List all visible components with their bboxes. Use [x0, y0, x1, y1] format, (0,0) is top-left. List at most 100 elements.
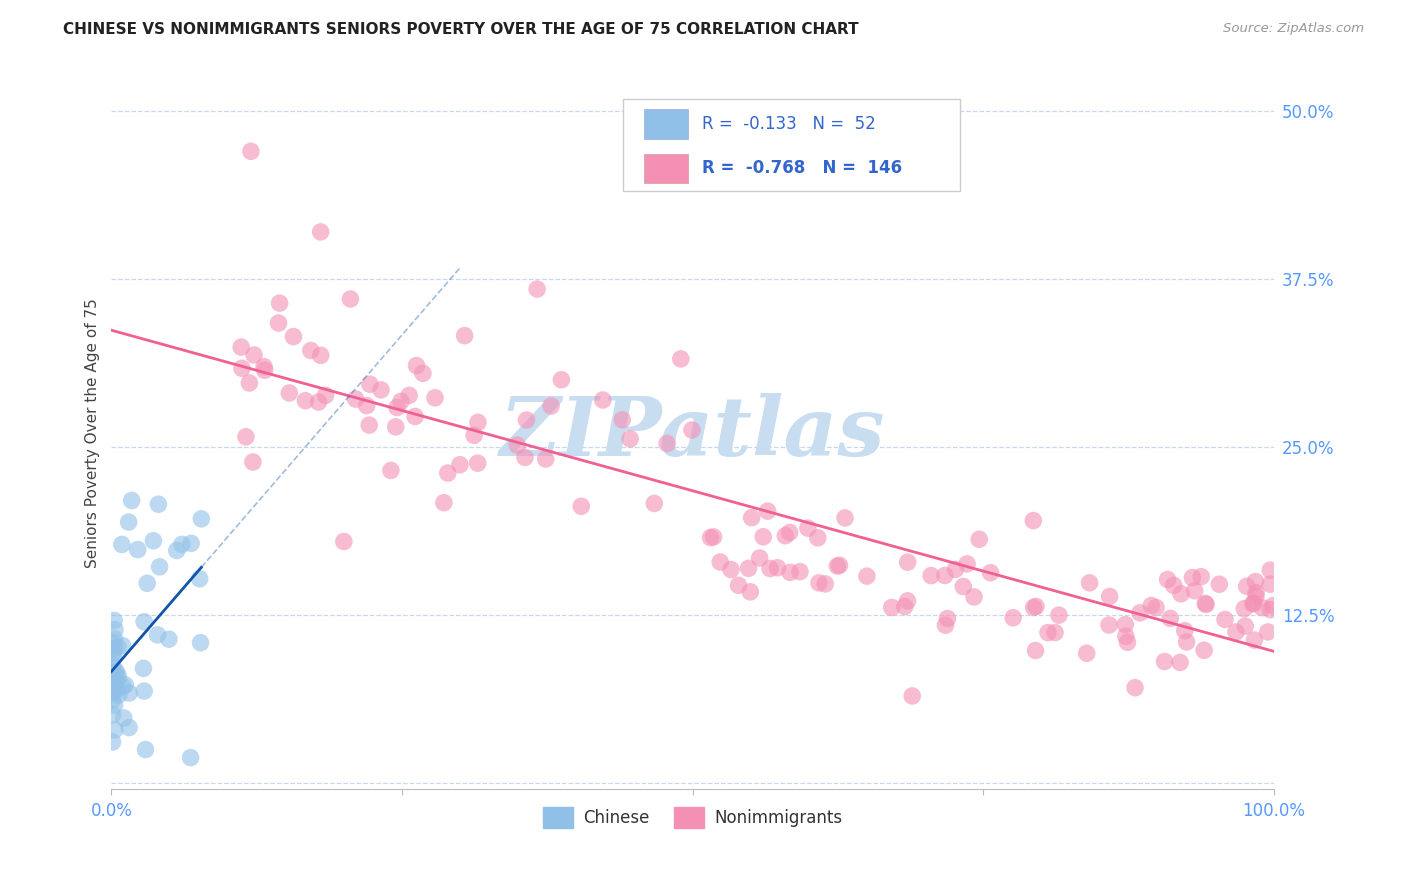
- Point: [643, 496, 665, 510]
- Point: [134, 684, 156, 698]
- Point: [779, 525, 801, 540]
- Point: [1189, 569, 1212, 583]
- Point: [294, 393, 316, 408]
- Point: [103, 641, 125, 656]
- Point: [952, 580, 974, 594]
- Point: [896, 594, 918, 608]
- Point: [142, 533, 165, 548]
- Point: [1195, 598, 1218, 612]
- Point: [756, 504, 779, 518]
- Point: [1174, 624, 1197, 638]
- Point: [759, 561, 782, 575]
- Point: [107, 669, 129, 683]
- Text: ZIPatlas: ZIPatlas: [501, 393, 886, 474]
- Point: [956, 557, 979, 571]
- Point: [101, 658, 124, 673]
- Point: [980, 566, 1002, 580]
- Point: [309, 225, 332, 239]
- Point: [807, 531, 830, 545]
- Point: [1244, 590, 1267, 604]
- Point: [1156, 573, 1178, 587]
- Point: [134, 615, 156, 629]
- Point: [104, 632, 127, 646]
- Point: [897, 555, 920, 569]
- Point: [1234, 619, 1257, 633]
- Point: [146, 628, 169, 642]
- Point: [389, 394, 412, 409]
- Point: [934, 568, 956, 582]
- Point: [148, 559, 170, 574]
- Point: [238, 376, 260, 390]
- Point: [920, 568, 942, 582]
- Point: [1175, 635, 1198, 649]
- Point: [190, 636, 212, 650]
- Point: [1251, 600, 1274, 615]
- Point: [1261, 599, 1284, 613]
- Point: [166, 543, 188, 558]
- Point: [1098, 618, 1121, 632]
- Point: [1163, 578, 1185, 592]
- Point: [101, 707, 124, 722]
- Point: [827, 559, 849, 574]
- Point: [1257, 624, 1279, 639]
- Point: [797, 521, 820, 535]
- Point: [467, 456, 489, 470]
- Point: [170, 537, 193, 551]
- Point: [709, 555, 731, 569]
- Point: [398, 388, 420, 402]
- Point: [1170, 587, 1192, 601]
- Point: [1233, 601, 1256, 615]
- Text: CHINESE VS NONIMMIGRANTS SENIORS POVERTY OVER THE AGE OF 75 CORRELATION CHART: CHINESE VS NONIMMIGRANTS SENIORS POVERTY…: [63, 22, 859, 37]
- Point: [101, 735, 124, 749]
- Point: [1022, 600, 1045, 615]
- Point: [253, 363, 276, 377]
- Point: [1243, 633, 1265, 648]
- Point: [934, 618, 956, 632]
- FancyBboxPatch shape: [623, 99, 960, 191]
- Point: [775, 529, 797, 543]
- Point: [105, 671, 128, 685]
- Point: [1043, 625, 1066, 640]
- Point: [104, 623, 127, 637]
- Point: [104, 698, 127, 713]
- Point: [1213, 612, 1236, 626]
- Point: [157, 632, 180, 647]
- Point: [121, 493, 143, 508]
- Point: [1208, 577, 1230, 591]
- Text: R =  -0.768   N =  146: R = -0.768 N = 146: [702, 160, 903, 178]
- Point: [180, 750, 202, 764]
- Point: [101, 685, 124, 699]
- Point: [436, 466, 458, 480]
- Point: [404, 409, 426, 424]
- Point: [103, 614, 125, 628]
- Point: [1047, 608, 1070, 623]
- Point: [779, 566, 801, 580]
- Point: [242, 455, 264, 469]
- Point: [278, 386, 301, 401]
- Point: [893, 599, 915, 614]
- Point: [309, 348, 332, 362]
- Point: [101, 680, 124, 694]
- Point: [1241, 597, 1264, 611]
- Point: [104, 678, 127, 692]
- Point: [105, 674, 128, 689]
- Point: [339, 292, 361, 306]
- Point: [118, 515, 141, 529]
- Point: [253, 359, 276, 374]
- Point: [1181, 571, 1204, 585]
- Point: [720, 562, 742, 576]
- Point: [104, 665, 127, 679]
- Point: [963, 590, 986, 604]
- Point: [1144, 600, 1167, 615]
- Point: [107, 640, 129, 654]
- Point: [1168, 656, 1191, 670]
- Point: [118, 721, 141, 735]
- Point: [741, 510, 763, 524]
- Point: [655, 436, 678, 450]
- Point: [699, 531, 721, 545]
- Point: [269, 296, 291, 310]
- Point: [315, 388, 337, 402]
- Point: [1025, 599, 1047, 614]
- Point: [1159, 611, 1181, 625]
- Point: [1129, 606, 1152, 620]
